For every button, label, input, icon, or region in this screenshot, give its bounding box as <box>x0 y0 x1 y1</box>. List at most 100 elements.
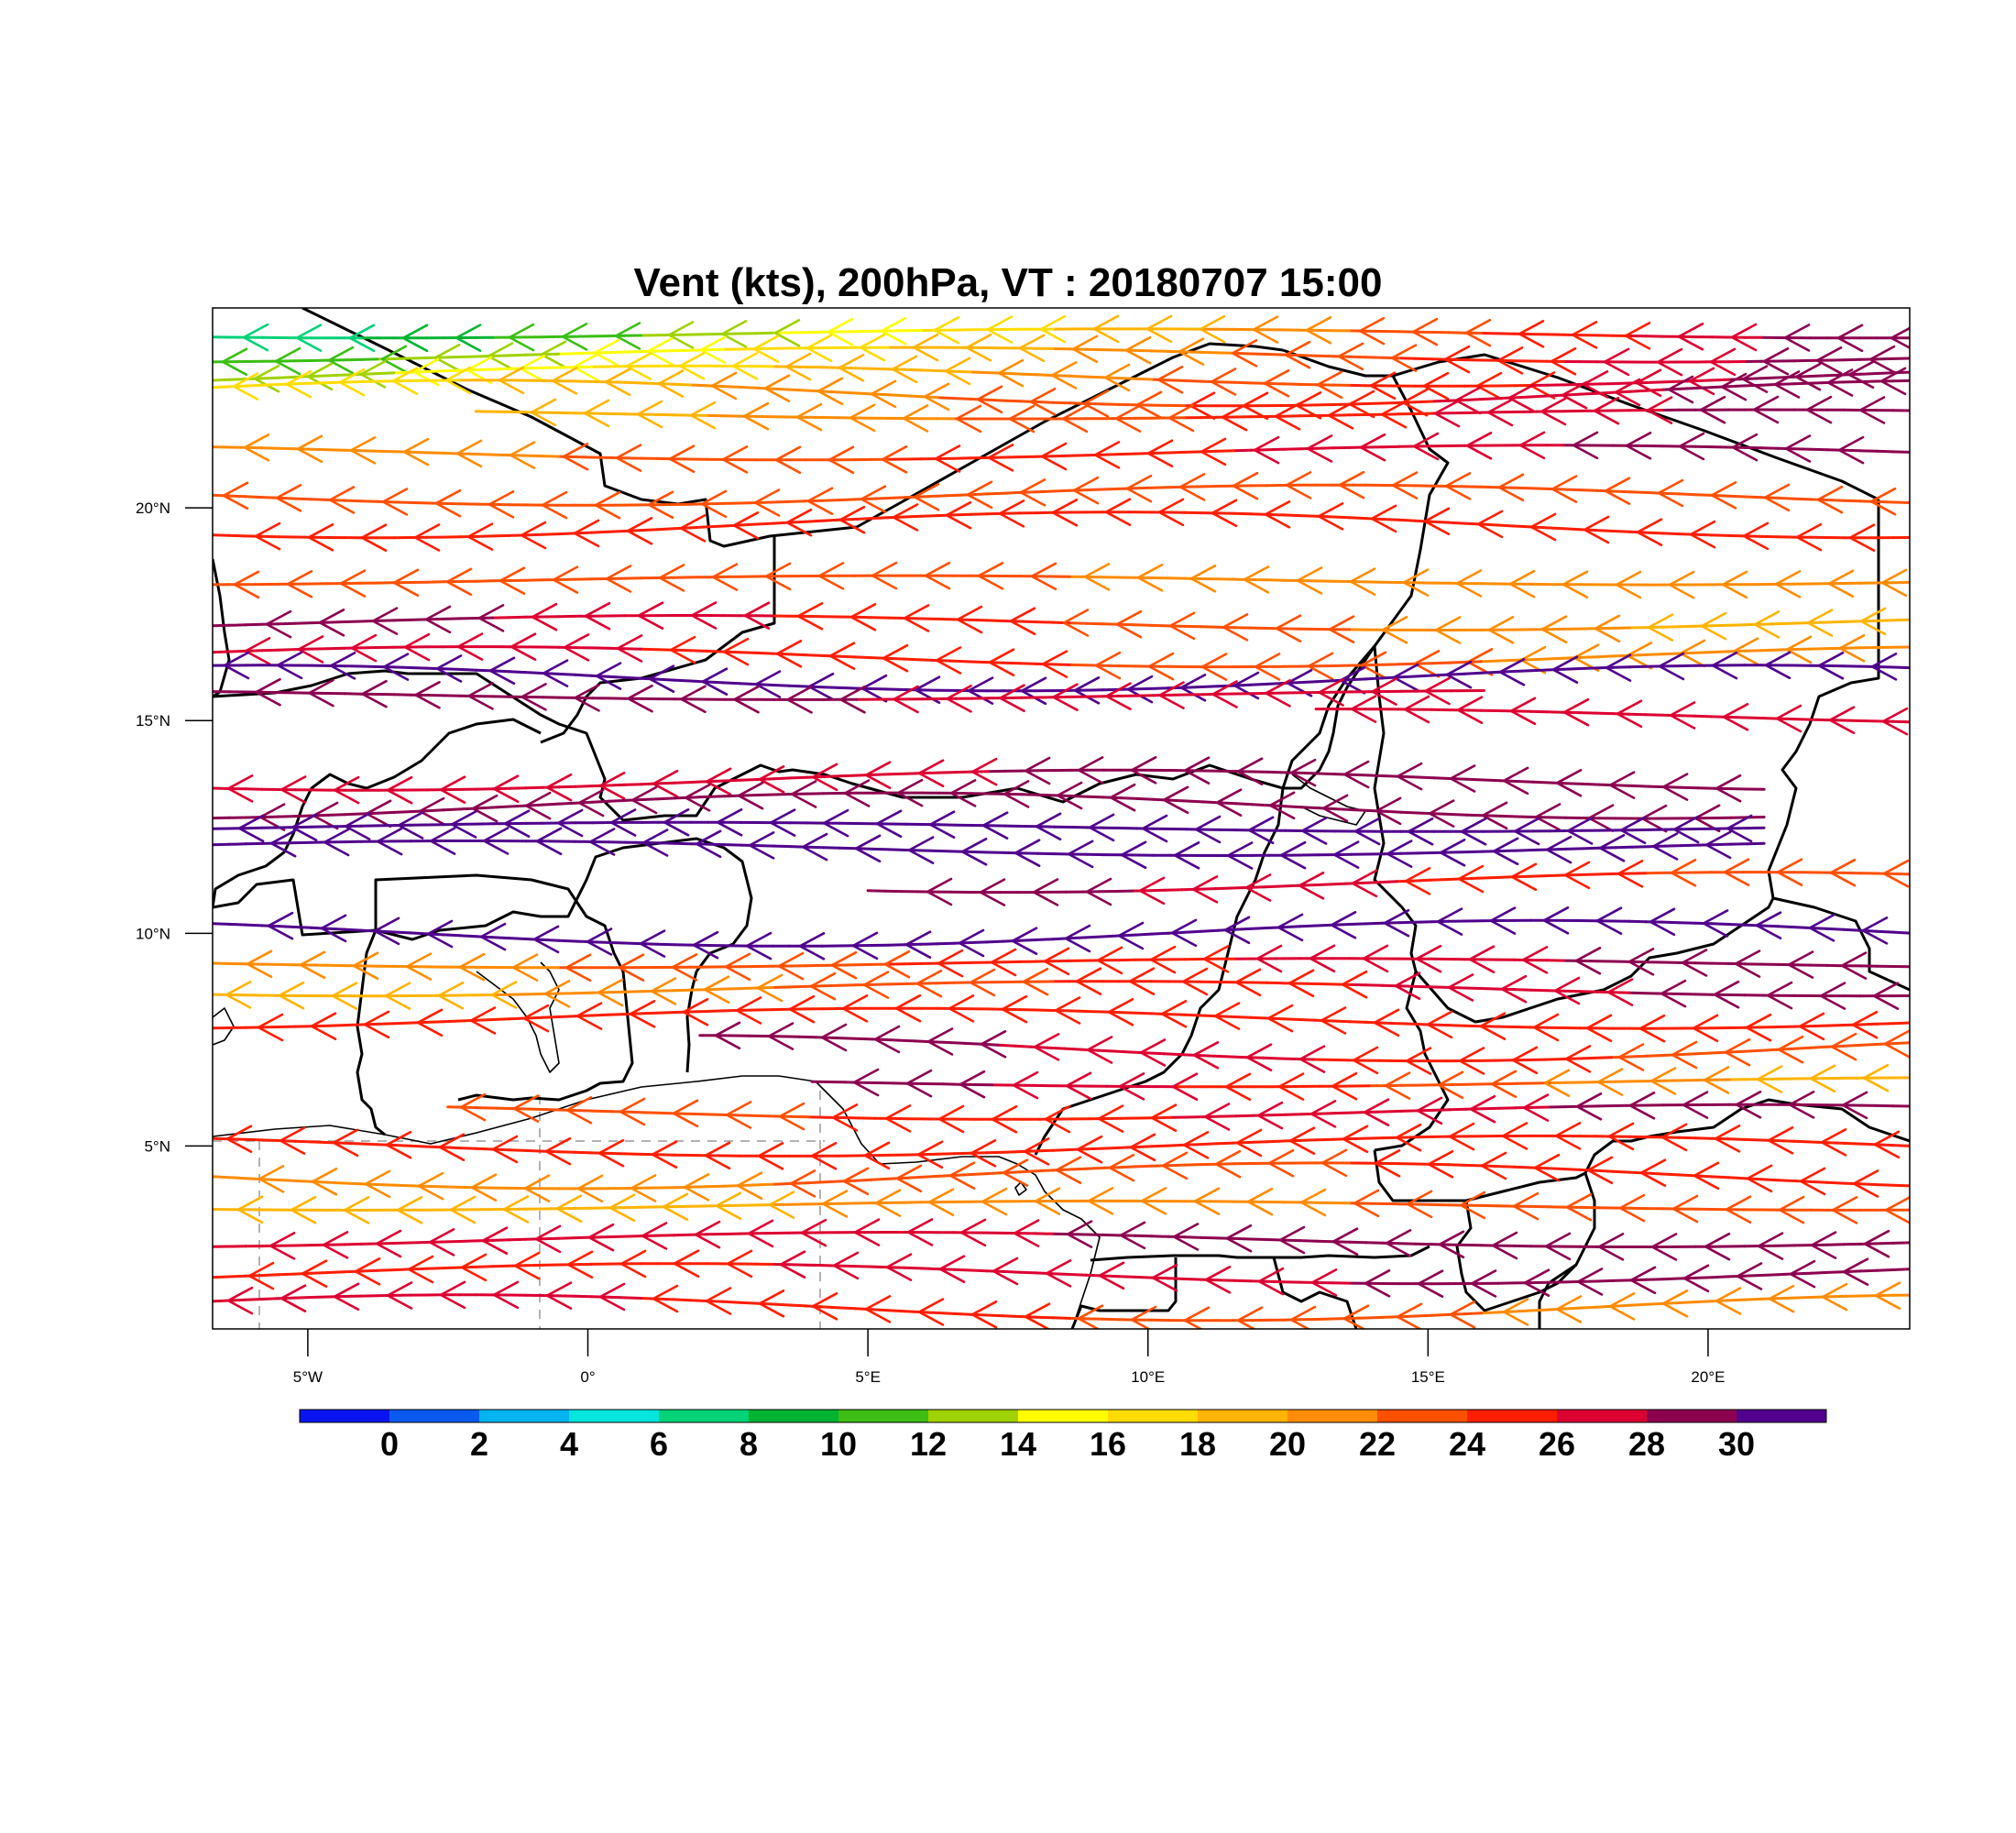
flow-arrowhead <box>1682 1091 1709 1119</box>
streamline-segment <box>376 1242 396 1246</box>
streamline-segment <box>1759 446 1780 450</box>
flow-arrowhead <box>285 369 312 399</box>
flow-arrowhead <box>1517 320 1545 348</box>
flow-arrowhead <box>1386 840 1413 868</box>
streamline-segment <box>1018 938 1038 942</box>
flow-arrowhead <box>970 1301 998 1329</box>
streamline-segment <box>903 368 923 372</box>
streamline-segment <box>853 655 873 660</box>
streamline-segment <box>359 1182 379 1186</box>
flow-arrowhead <box>401 324 429 353</box>
flow-arrowhead <box>1650 1233 1678 1261</box>
flow-arrowhead <box>1550 475 1578 503</box>
flow-arrowhead <box>934 445 961 473</box>
streamline-segment <box>1331 1137 1352 1141</box>
streamline-segment <box>1298 1138 1319 1142</box>
wind-speed-colorbar: 0 2 4 6 8 10 12 14 16 18 20 22 24 26 28 30 <box>299 1409 1827 1463</box>
streamline-segment <box>830 1036 850 1040</box>
flow-arrowhead <box>1507 383 1535 412</box>
streamline-segment <box>475 453 495 456</box>
flow-arrowhead <box>1172 1223 1200 1251</box>
flow-arrowhead <box>1223 916 1251 945</box>
flow-arrowhead <box>498 366 525 395</box>
streamline-segment <box>722 778 742 783</box>
flow-arrowhead <box>1656 347 1683 377</box>
streamline-segment <box>1463 1312 1483 1316</box>
streamline-segment <box>886 687 906 691</box>
streamline-segment <box>244 1274 264 1278</box>
streamline-segment <box>1063 1047 1083 1051</box>
flow-arrowhead <box>637 601 664 630</box>
colorbar-swatch <box>569 1410 660 1422</box>
streamline-segment <box>1249 1015 1269 1020</box>
streamline-segment <box>1013 1044 1033 1048</box>
streamline-segment <box>227 384 247 389</box>
streamline-segment <box>1528 394 1549 399</box>
flow-arrowhead <box>502 1195 530 1224</box>
flow-arrowhead <box>320 914 347 943</box>
streamline-segment <box>985 619 1005 622</box>
flow-arrowhead <box>1265 679 1291 708</box>
streamline-segment <box>1581 782 1601 786</box>
flow-arrowhead <box>1161 1151 1189 1180</box>
flow-arrowhead <box>641 829 669 857</box>
streamline-segment <box>820 1180 840 1184</box>
flow-arrowhead <box>811 1292 838 1321</box>
streamline-segment <box>1594 1169 1615 1173</box>
flow-arrowhead <box>487 342 514 370</box>
flow-arrowhead <box>1105 682 1132 710</box>
flow-arrowhead <box>1487 616 1515 644</box>
streamline-segment <box>557 785 577 789</box>
flow-arrowhead <box>1056 781 1083 810</box>
colorbar-label: 26 <box>1539 1425 1575 1463</box>
flow-arrowhead <box>1064 924 1091 953</box>
streamline-segment <box>673 678 692 683</box>
flow-arrowhead <box>1008 404 1035 434</box>
streamline-segment <box>590 799 610 804</box>
streamline-segment <box>1035 938 1055 941</box>
lat-tick-label: 20°N <box>136 499 170 517</box>
streamline-segment <box>1660 532 1681 536</box>
streamline-segment <box>1002 1150 1022 1154</box>
bioko-island-outline <box>1014 1181 1027 1196</box>
colorbar-swatch <box>1108 1410 1199 1422</box>
streamline-segment <box>508 786 528 790</box>
border-libya-niger <box>1282 348 1450 647</box>
flow-arrowhead <box>874 1189 902 1217</box>
streamline-segment <box>1891 1041 1910 1046</box>
flow-arrowhead <box>1730 323 1758 352</box>
streamline-segment <box>754 1182 774 1187</box>
streamline-segment <box>1875 619 1895 622</box>
streamline-segment <box>607 1235 626 1239</box>
flow-arrowhead <box>673 1249 700 1278</box>
streamline-segment <box>425 501 445 505</box>
streamline-segment <box>1677 921 1697 925</box>
flow-arrowhead <box>1501 1122 1528 1150</box>
streamline-segment <box>1759 622 1780 626</box>
streamline-segment <box>656 942 675 947</box>
flow-arrowhead <box>286 570 313 598</box>
flow-arrowhead <box>902 404 929 433</box>
flow-arrowhead <box>522 1004 550 1033</box>
streamline-segment <box>805 845 825 850</box>
flow-arrowhead <box>1147 652 1175 681</box>
streamline-segment <box>508 804 528 808</box>
flow-arrowhead <box>1231 339 1258 368</box>
streamline-segment <box>1809 374 1829 378</box>
flow-arrowhead <box>981 811 1009 840</box>
flow-arrowhead <box>700 489 728 519</box>
streamline-segment <box>673 796 693 800</box>
streamline-segment <box>1842 1181 1862 1186</box>
streamline-segment <box>1710 623 1730 628</box>
flow-arrowhead <box>732 511 760 540</box>
streamline-segment <box>1399 810 1419 815</box>
flow-arrowhead <box>1085 877 1112 906</box>
streamline-segment <box>1710 1275 1730 1279</box>
flow-arrowhead <box>524 791 552 820</box>
streamline-segment <box>1891 450 1910 454</box>
flow-arrowhead <box>1298 1045 1326 1073</box>
flow-arrowhead <box>806 487 834 515</box>
streamline-segment <box>227 623 247 627</box>
streamline-segment <box>952 397 972 401</box>
streamline-segment <box>886 656 906 661</box>
